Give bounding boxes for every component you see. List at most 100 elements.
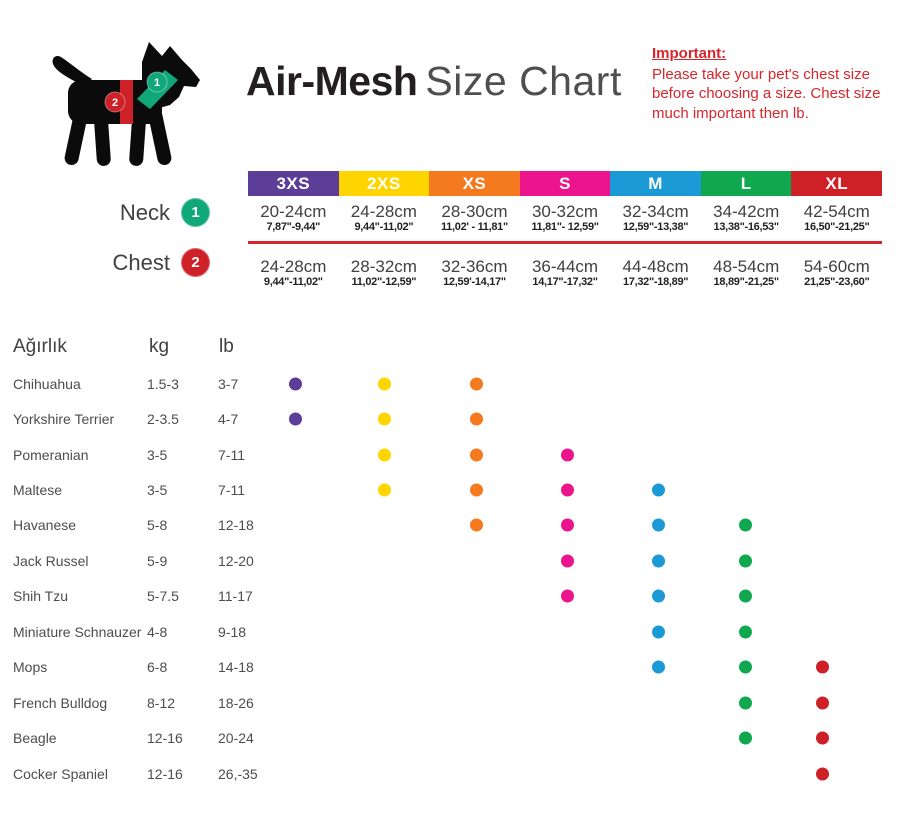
breed-name: Yorkshire Terrier xyxy=(13,411,115,428)
size-dot-l xyxy=(738,660,752,674)
chest-inch: 9,44"-11,02" xyxy=(263,276,323,288)
neck-cm: 28-30cm xyxy=(441,202,508,221)
neck-inch: 11,02' - 11,81" xyxy=(440,221,508,233)
size-chip-l: L xyxy=(700,171,792,196)
size-dot-xs xyxy=(469,483,483,497)
size-dot-xs xyxy=(469,377,483,391)
chest-inch: 17,32"-18,89" xyxy=(622,276,689,288)
neck-inch: 9,44"-11,02" xyxy=(354,221,414,233)
size-dot-m xyxy=(651,518,665,532)
breed-name: Beagle xyxy=(13,730,57,747)
neck-row-label: Neck xyxy=(119,200,170,225)
breed-kg: 1.5-3 xyxy=(147,375,179,392)
kg-column-header: kg xyxy=(149,336,170,357)
dog-harness-illustration: 1 2 xyxy=(52,42,200,166)
page-title-suffix: Size Chart xyxy=(425,58,622,104)
chest-inch: 21,25"-23,60" xyxy=(804,276,870,288)
chest-size-cell: 54-60cm 21,25"-23,60" xyxy=(791,257,882,289)
size-dot-l xyxy=(738,518,752,532)
page-title: Air-Mesh Size Chart xyxy=(246,58,622,104)
breed-kg: 5-7.5 xyxy=(147,588,179,605)
breed-name: Shih Tzu xyxy=(13,588,68,605)
table-row: Shih Tzu 5-7.5 11-17 xyxy=(0,579,900,614)
chest-cm: 44-48cm xyxy=(622,257,689,276)
breed-lb: 14-18 xyxy=(218,659,254,676)
size-dot-xl xyxy=(815,660,829,674)
important-line: before choosing a size. Chest size xyxy=(652,85,881,102)
neck-size-cell: 24-28cm 9,44"-11,02" xyxy=(339,202,430,234)
breed-name: Jack Russel xyxy=(13,552,89,569)
breed-lb: 7-11 xyxy=(218,446,245,463)
size-dot-m xyxy=(651,554,665,568)
size-dot-2xs xyxy=(377,412,391,426)
chest-size-cell: 28-32cm 11,02"-12,59" xyxy=(339,257,430,289)
chest-inch: 18,89"-21,25" xyxy=(713,276,780,288)
size-dot-s xyxy=(560,518,574,532)
neck-cm: 24-28cm xyxy=(350,202,417,221)
important-heading: Important: xyxy=(652,45,727,62)
neck-size-cell: 20-24cm 7,87"-9,44" xyxy=(248,202,339,234)
neck-size-cell: 34-42cm 13,38"-16,53" xyxy=(701,202,792,234)
size-dot-3xs xyxy=(288,412,302,426)
table-row: Beagle 12-16 20-24 xyxy=(0,720,900,755)
breed-kg: 5-8 xyxy=(147,517,168,534)
neck-cm: 34-42cm xyxy=(713,202,780,221)
size-dot-l xyxy=(738,589,752,603)
lb-column-header: lb xyxy=(219,336,234,357)
neck-size-cell: 32-34cm 12,59"-13,38" xyxy=(610,202,701,234)
size-dot-xl xyxy=(815,767,829,781)
page-title-brand: Air-Mesh xyxy=(246,58,418,104)
neck-cm: 20-24cm xyxy=(260,202,327,221)
size-dot-l xyxy=(738,554,752,568)
table-row: Havanese 5-8 12-18 xyxy=(0,508,900,543)
breed-lb: 4-7 xyxy=(218,411,239,428)
breed-kg: 8-12 xyxy=(147,694,176,711)
neck-inch: 7,87"-9,44" xyxy=(266,221,321,233)
breed-lb: 26,-35 xyxy=(218,765,258,782)
breed-name: Miniature Schnauzer xyxy=(13,623,142,640)
table-row: French Bulldog 8-12 18-26 xyxy=(0,685,900,720)
breed-name: Mops xyxy=(13,659,48,676)
breed-name: Pomeranian xyxy=(13,446,89,463)
neck-cm: 42-54cm xyxy=(803,202,870,221)
breed-lb: 11-17 xyxy=(218,588,253,605)
breed-kg: 3-5 xyxy=(147,446,168,463)
chest-marker-number: 2 xyxy=(112,97,118,109)
chest-row-label: Chest xyxy=(112,250,170,275)
size-dot-xs xyxy=(469,412,483,426)
chest-cm: 32-36cm xyxy=(441,257,508,276)
breed-name: Maltese xyxy=(13,482,63,499)
table-row: Yorkshire Terrier 2-3.5 4-7 xyxy=(0,401,900,436)
breed-kg: 2-3.5 xyxy=(147,411,179,428)
size-dot-xl xyxy=(815,731,829,745)
size-dot-xs xyxy=(469,518,483,532)
size-chip-s: S xyxy=(519,171,611,196)
size-dot-s xyxy=(560,483,574,497)
chest-inch: 14,17"-17,32" xyxy=(532,276,598,288)
size-dot-l xyxy=(738,731,752,745)
neck-inch: 13,38"-16,53" xyxy=(713,221,780,233)
chest-inch: 11,02"-12,59" xyxy=(351,276,417,288)
chest-cm: 28-32cm xyxy=(350,257,417,276)
neck-inch: 12,59"-13,38" xyxy=(622,221,689,233)
breed-name: French Bulldog xyxy=(13,694,108,711)
breed-lb: 3-7 xyxy=(218,375,239,392)
size-dot-s xyxy=(560,589,574,603)
breed-name: Chihuahua xyxy=(13,375,81,392)
neck-size-cell: 28-30cm 11,02' - 11,81" xyxy=(429,202,520,234)
chest-cm: 36-44cm xyxy=(531,257,599,276)
neck-marker-number: 1 xyxy=(154,77,160,89)
chest-size-cell: 48-54cm 18,89"-21,25" xyxy=(701,257,792,289)
chest-cm: 54-60cm xyxy=(803,257,870,276)
size-chip-m: M xyxy=(610,171,701,196)
table-row: Pomeranian 3-5 7-11 xyxy=(0,437,900,472)
size-dot-s xyxy=(560,554,574,568)
size-dot-2xs xyxy=(377,448,391,462)
breed-kg: 3-5 xyxy=(147,482,168,499)
neck-marker-icon xyxy=(146,71,168,93)
chest-inch: 12,59'-14,17" xyxy=(443,276,506,288)
chest-size-cell: 32-36cm 12,59'-14,17" xyxy=(429,257,520,289)
table-row: Maltese 3-5 7-11 xyxy=(0,472,900,507)
breed-kg: 5-9 xyxy=(147,552,168,569)
chest-values-row: 24-28cm 9,44"-11,02" 28-32cm 11,02"-12,5… xyxy=(248,257,882,289)
